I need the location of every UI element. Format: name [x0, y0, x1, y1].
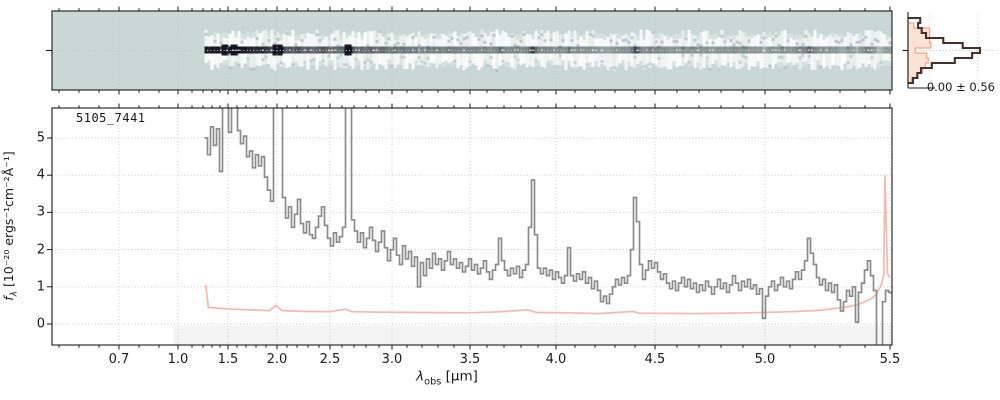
- xlabel-unit: [μm]: [441, 368, 478, 385]
- x-tick-label: 0.7: [108, 352, 130, 367]
- x-tick-label: 5.5: [879, 352, 901, 367]
- histogram-stats-label: 0.00 ± 0.56: [926, 80, 995, 94]
- y-tick-label: 2: [36, 242, 45, 258]
- pixel-histogram: [902, 12, 998, 89]
- 2d-grid: [52, 11, 892, 90]
- ylabel-symbol: f: [0, 296, 16, 301]
- y-tick-label: 4: [36, 167, 45, 183]
- x-tick-label: 4.5: [644, 352, 666, 367]
- y-tick-label: 1: [36, 279, 45, 295]
- x-tick-label: 3.0: [381, 352, 403, 367]
- x-axis-label: λobs [μm]: [416, 369, 478, 388]
- y-axis-label: fλ [10⁻²⁰ ergs⁻¹cm⁻²Å⁻¹]: [1, 151, 20, 300]
- flux-line: [204, 108, 892, 345]
- histogram-dark-series: [908, 16, 982, 85]
- 2d-spectrum-trace: [204, 29, 892, 72]
- x-tick-label: 5.0: [754, 352, 776, 367]
- x-tick-label: 1.0: [167, 352, 189, 367]
- x-tick-label: 3.5: [459, 352, 481, 367]
- valid-range-shade: [173, 325, 892, 345]
- ylabel-subscript: λ: [9, 290, 20, 297]
- x-tick-label: 1.5: [217, 352, 239, 367]
- xlabel-subscript: obs: [424, 376, 442, 388]
- x-tick-label: 2.5: [319, 352, 341, 367]
- xlabel-symbol: λ: [416, 368, 425, 385]
- y-tick-label: 0: [36, 316, 45, 332]
- source-id-label: 5105_7441: [76, 111, 146, 125]
- main-grid: [52, 108, 892, 345]
- y-tick-label: 5: [36, 130, 45, 146]
- y-tick-label: 3: [36, 204, 45, 220]
- x-tick-label: 4.0: [545, 352, 567, 367]
- x-tick-label: 2.0: [266, 352, 288, 367]
- ylabel-unit: [10⁻²⁰ ergs⁻¹cm⁻²Å⁻¹]: [0, 151, 16, 291]
- error-line: [204, 175, 891, 315]
- spines-and-ticks: [46, 6, 893, 350]
- spectrum-lines: [204, 108, 892, 345]
